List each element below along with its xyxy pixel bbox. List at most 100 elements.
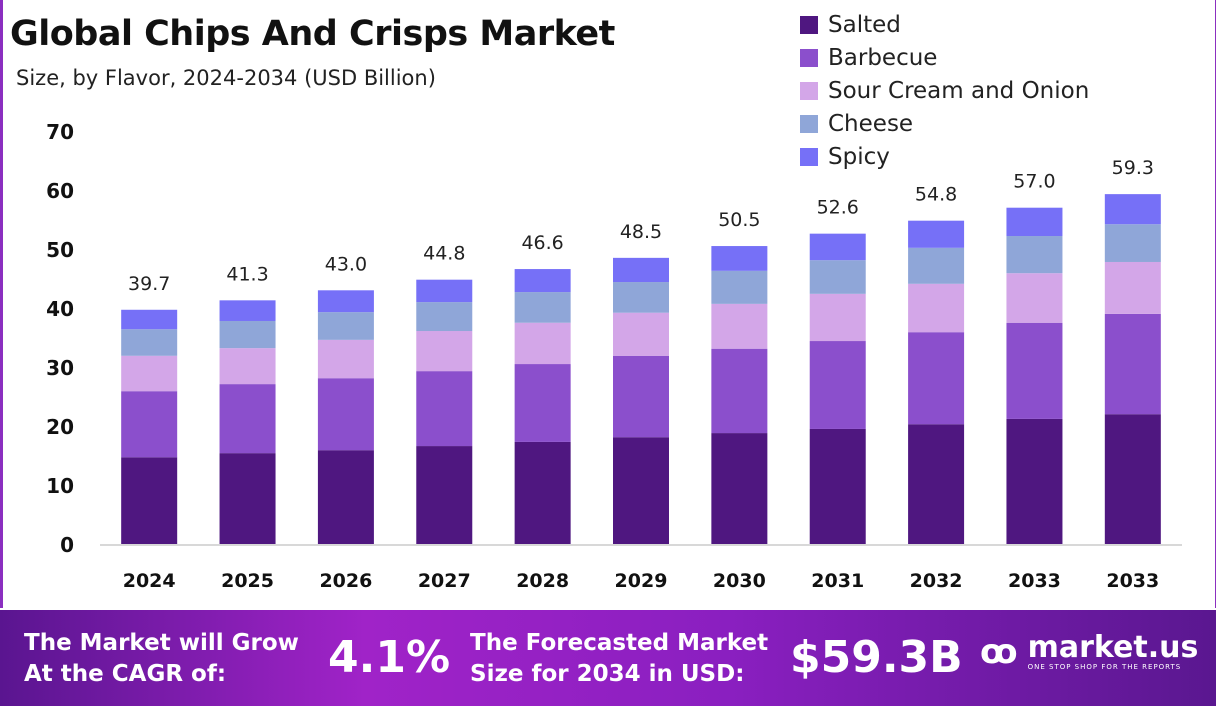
bar-segment-barbecue (121, 391, 178, 458)
total-label: 59.3 (1112, 157, 1154, 179)
legend-swatch (800, 114, 818, 133)
legend-item: Cheese (800, 107, 1089, 140)
bar-segment-salted (1006, 418, 1063, 544)
x-tick-label: 2033 (1008, 570, 1061, 592)
legend-label: Spicy (828, 143, 890, 170)
bar-segment-cheese (514, 292, 571, 323)
total-label: 57.0 (1013, 171, 1055, 193)
bar-segment-salted (908, 424, 965, 544)
bar-segment-sour-cream-and-onion (613, 312, 669, 356)
x-tick-label: 2025 (221, 570, 274, 592)
y-tick-label: 70 (46, 120, 74, 144)
bar-segment-cheese (711, 270, 768, 304)
x-tick-label: 2029 (615, 570, 668, 592)
bar-segment-salted (317, 450, 374, 544)
bar-segment-barbecue (908, 332, 965, 425)
legend-item: Sour Cream and Onion (800, 74, 1089, 107)
bar-segment-sour-cream-and-onion (416, 331, 473, 372)
total-label: 43.0 (325, 253, 367, 275)
cagr-label-line1: The Market will Grow (24, 630, 299, 656)
bar-segment-barbecue (809, 341, 866, 429)
total-label: 46.6 (521, 232, 563, 254)
bar-segment-spicy (416, 279, 473, 303)
y-tick-label: 20 (46, 415, 74, 439)
bar-segment-salted (711, 433, 768, 544)
bar-segment-barbecue (317, 378, 374, 451)
bar-segment-salted (219, 453, 276, 544)
y-tick-label: 40 (46, 297, 74, 321)
footer-banner: The Market will Grow At the CAGR of: 4.1… (0, 610, 1216, 706)
bar-segment-spicy (809, 233, 866, 261)
total-label: 52.6 (817, 197, 859, 219)
bar-segment-sour-cream-and-onion (1006, 273, 1063, 323)
legend-label: Barbecue (828, 44, 938, 71)
market-us-logo: ꝏ market.us ONE STOP SHOP FOR THE REPORT… (980, 632, 1198, 672)
forecast-label-line1: The Forecasted Market (470, 630, 769, 656)
bar-segment-barbecue (1006, 322, 1063, 419)
total-label: 44.8 (423, 243, 465, 265)
logo-tagline: ONE STOP SHOP FOR THE REPORTS (1027, 663, 1182, 671)
bar-segment-spicy (1104, 194, 1161, 225)
legend-item: Barbecue (800, 41, 1089, 74)
forecast-label: The Forecasted Market Size for 2034 in U… (470, 628, 768, 690)
bar-segment-spicy (711, 246, 768, 271)
x-tick-label: 2033 (1106, 570, 1159, 592)
bar-segment-barbecue (613, 355, 669, 438)
bar-segment-barbecue (416, 371, 473, 447)
bar-segment-cheese (416, 302, 473, 332)
total-label: 41.3 (226, 263, 268, 285)
chart-subtitle: Size, by Flavor, 2024-2034 (USD Billion) (16, 66, 436, 90)
bar-segment-salted (121, 457, 178, 544)
bar-segment-sour-cream-and-onion (219, 348, 276, 385)
bar-segment-salted (613, 437, 669, 544)
x-tick-label: 2032 (910, 570, 963, 592)
bar-segment-salted (416, 446, 473, 544)
bar-segment-sour-cream-and-onion (317, 339, 374, 379)
bar-segment-cheese (1104, 224, 1161, 262)
total-label: 48.5 (620, 221, 662, 243)
bar-segment-spicy (1006, 207, 1063, 237)
stacked-bar-chart: 01020304050607039.7202441.3202543.020264… (46, 120, 1182, 592)
bar-segment-salted (809, 428, 866, 544)
logo-name: market.us (1027, 630, 1199, 665)
bar-segment-cheese (219, 320, 276, 349)
bar-segment-sour-cream-and-onion (711, 303, 768, 349)
x-tick-label: 2030 (713, 570, 766, 592)
total-label: 39.7 (128, 273, 170, 295)
bar-segment-cheese (1006, 236, 1063, 274)
bar-segment-spicy (613, 257, 669, 283)
bar-segment-spicy (514, 269, 571, 293)
bar-segment-sour-cream-and-onion (514, 322, 571, 365)
bar-segment-sour-cream-and-onion (809, 293, 866, 342)
legend-label: Sour Cream and Onion (828, 77, 1090, 104)
cagr-label: The Market will Grow At the CAGR of: (24, 628, 299, 690)
bar-segment-cheese (317, 312, 374, 340)
legend-item: Salted (800, 8, 1089, 41)
forecast-label-line2: Size for 2034 in USD: (470, 661, 745, 687)
bar-segment-cheese (809, 260, 866, 294)
x-tick-label: 2026 (319, 570, 372, 592)
bar-segment-cheese (613, 282, 669, 313)
bar-segment-spicy (121, 309, 178, 330)
y-tick-label: 30 (46, 356, 74, 380)
legend-item: Spicy (800, 140, 1089, 173)
legend: Salted Barbecue Sour Cream and Onion Cheese… (800, 8, 1089, 173)
bar-segment-cheese (908, 247, 965, 284)
y-tick-label: 10 (46, 474, 74, 498)
bar-segment-spicy (219, 300, 276, 321)
y-tick-label: 50 (46, 238, 74, 262)
chart-title: Global Chips And Crisps Market (10, 14, 615, 54)
y-tick-label: 0 (60, 533, 74, 557)
cagr-value: 4.1% (328, 632, 451, 683)
legend-swatch (800, 147, 818, 166)
bar-segment-barbecue (1104, 313, 1161, 415)
total-label: 50.5 (718, 209, 760, 231)
forecast-value: $59.3B (790, 632, 963, 683)
legend-swatch (800, 48, 818, 67)
bar-segment-salted (1104, 414, 1161, 544)
legend-swatch (800, 81, 818, 100)
x-tick-label: 2027 (418, 570, 471, 592)
bar-segment-spicy (317, 290, 374, 313)
legend-swatch (800, 15, 818, 34)
legend-label: Salted (828, 11, 901, 38)
